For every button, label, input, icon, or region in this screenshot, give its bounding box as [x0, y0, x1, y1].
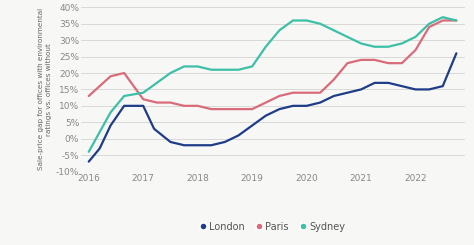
Legend: London, Paris, Sydney: London, Paris, Sydney: [196, 218, 349, 236]
Y-axis label: Sale-price gap for offices with environmental
ratings vs. offices without: Sale-price gap for offices with environm…: [38, 8, 52, 171]
